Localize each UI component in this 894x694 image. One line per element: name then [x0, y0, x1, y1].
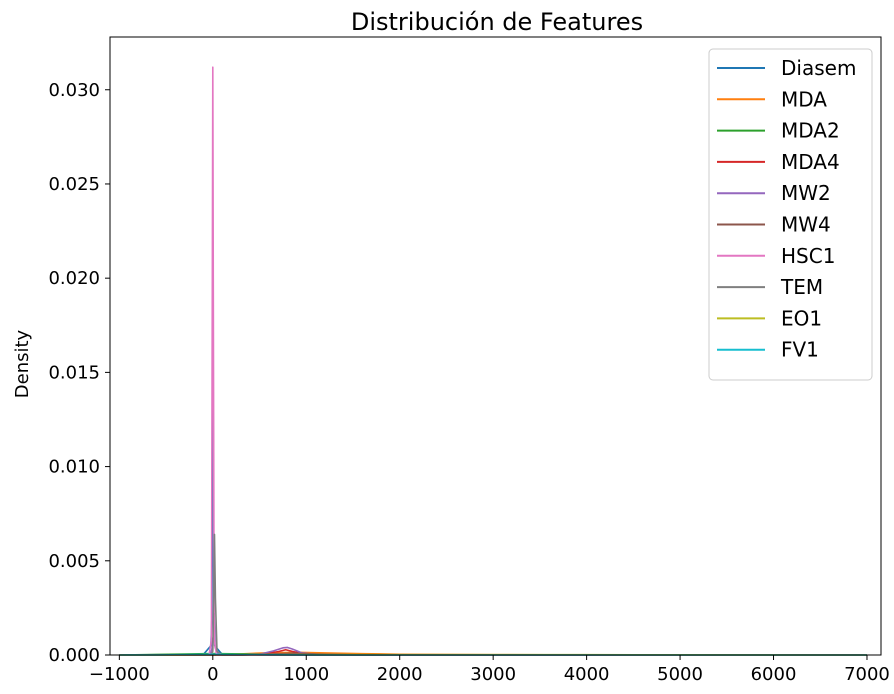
y-tick-label: 0.010: [48, 457, 100, 478]
legend-label-mda4: MDA4: [781, 150, 840, 174]
legend-label-mw2: MW2: [781, 181, 831, 205]
legend-label-tem: TEM: [780, 275, 823, 299]
series-line-mw2: [119, 612, 867, 656]
legend-label-mda: MDA: [781, 87, 827, 111]
series-line-hsc1: [119, 66, 867, 656]
x-tick-label: 2000: [377, 664, 423, 685]
legend-label-mda2: MDA2: [781, 119, 840, 143]
y-tick-label: 0.020: [48, 268, 100, 289]
y-axis-label: Density: [12, 329, 33, 398]
y-tick-label: 0.030: [48, 80, 100, 101]
y-axis-ticks: 0.000 0.005 0.010 0.015 0.020 0.025 0.030: [48, 80, 110, 666]
x-tick-label: 7000: [844, 664, 890, 685]
x-tick-label: 4000: [564, 664, 610, 685]
plot-frame: [109, 36, 882, 656]
legend-box: [708, 48, 873, 381]
series-line-tem: [119, 533, 867, 656]
y-tick-label: 0.015: [48, 362, 100, 383]
x-tick-label: 1000: [283, 664, 329, 685]
y-tick-label: 0.000: [48, 645, 100, 666]
legend-label-mw4: MW4: [781, 213, 831, 237]
legend-label-fv1: FV1: [781, 338, 819, 362]
y-tick-label: 0.005: [48, 551, 100, 572]
legend: Diasem MDA MDA2 MDA4 MW2 MW4 HSC1 TEM EO1 FV1: [708, 48, 873, 381]
x-tick-label: 0: [207, 664, 218, 685]
x-tick-label: 6000: [751, 664, 797, 685]
x-tick-label: 3000: [470, 664, 516, 685]
y-tick-label: 0.025: [48, 174, 100, 195]
legend-label-hsc1: HSC1: [781, 244, 835, 268]
legend-label-diasem: Diasem: [781, 56, 856, 80]
x-axis-ticks: −1000 0 1000 2000 3000 4000 5000 6000 7000: [89, 655, 890, 685]
chart-title: Distribución de Features: [351, 8, 643, 36]
x-tick-label: −1000: [89, 664, 150, 685]
x-tick-label: 5000: [657, 664, 703, 685]
legend-label-eo1: EO1: [781, 306, 822, 330]
